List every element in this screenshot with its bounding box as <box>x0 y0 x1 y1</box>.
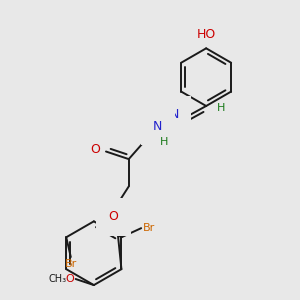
Text: H: H <box>160 137 168 147</box>
Text: Br: Br <box>65 260 77 269</box>
Text: O: O <box>65 274 74 284</box>
Text: N: N <box>169 108 179 121</box>
Text: O: O <box>91 142 100 156</box>
Text: CH₃: CH₃ <box>48 274 67 284</box>
Text: Br: Br <box>143 223 155 233</box>
Text: H: H <box>217 103 225 112</box>
Text: N: N <box>153 120 162 133</box>
Text: HO: HO <box>196 28 216 41</box>
Text: O: O <box>109 210 118 223</box>
